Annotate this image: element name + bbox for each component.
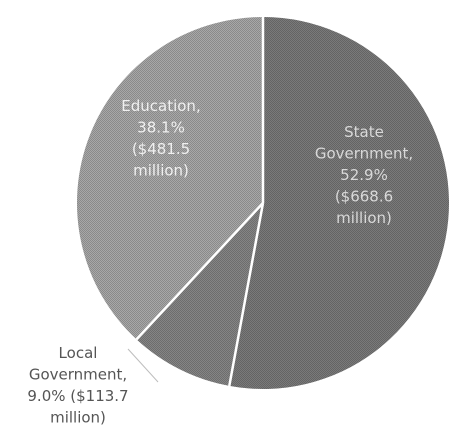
slice-label-line: ($481.5 bbox=[132, 140, 190, 158]
slice-label-local-government: Local Government, 9.0% ($113.7 million) bbox=[27, 344, 128, 427]
slice-label-line: 38.1% bbox=[137, 119, 185, 137]
slice-label-line: Local bbox=[59, 344, 98, 362]
slice-label-line: 9.0% ($113.7 bbox=[27, 387, 128, 405]
slice-label-state-government: State Government, 52.9% ($668.6 million) bbox=[315, 123, 413, 227]
slice-separator bbox=[135, 202, 264, 341]
pie-slice-texture bbox=[136, 203, 263, 386]
slice-label-line: State bbox=[344, 123, 384, 141]
pie-slice-texture bbox=[229, 17, 450, 389]
leader-line-local-government bbox=[127, 348, 159, 383]
slice-separator bbox=[228, 202, 265, 387]
pie-slice-texture bbox=[76, 17, 263, 340]
slice-label-line: 52.9% bbox=[340, 166, 388, 184]
slice-label-line: million) bbox=[50, 409, 106, 427]
slice-label-education: Education, 38.1% ($481.5 million) bbox=[121, 97, 200, 180]
slice-label-line: million) bbox=[133, 162, 189, 180]
slice-label-line: million) bbox=[336, 209, 392, 227]
slice-label-line: Government, bbox=[29, 366, 127, 384]
slice-label-line: ($668.6 bbox=[335, 188, 393, 206]
slice-label-line: Education, bbox=[121, 97, 200, 115]
slice-label-line: Government, bbox=[315, 145, 413, 163]
